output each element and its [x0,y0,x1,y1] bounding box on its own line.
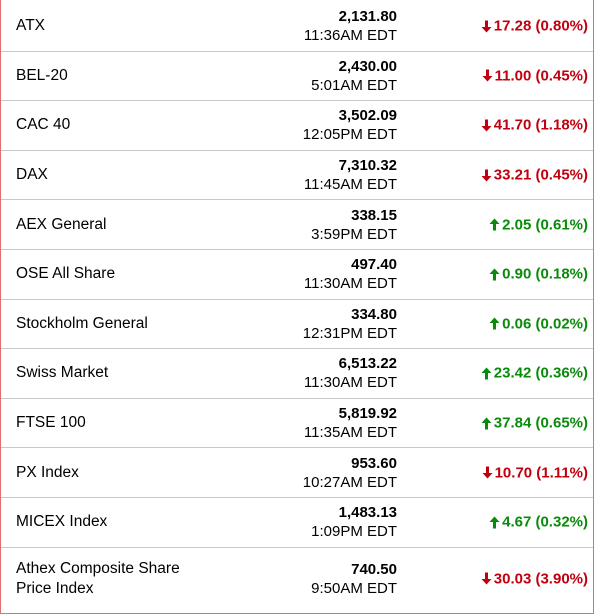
price-block: 497.40 11:30AM EDT [304,255,397,293]
index-name[interactable]: CAC 40 [16,116,71,134]
index-change: 33.21 (0.45%) [481,167,588,184]
index-price: 2,430.00 [338,57,397,75]
index-time: 5:01AM EDT [311,76,397,94]
price-block: 2,131.80 11:36AM EDT [304,7,397,45]
index-change: 11.00 (0.45%) [482,67,588,84]
arrow-up-icon [481,366,492,380]
index-row-stockholm-general[interactable]: Stockholm General 334.80 12:31PM EDT 0.0… [1,300,593,350]
index-change-value: 4.67 (0.32%) [502,513,588,531]
index-price: 6,513.22 [338,355,397,373]
index-time: 10:27AM EDT [302,473,397,491]
index-change: 37.84 (0.65%) [481,415,588,432]
index-change: 0.06 (0.02%) [489,315,588,332]
index-name[interactable]: OSE All Share [16,265,116,283]
index-change-value: 2.05 (0.61%) [502,216,588,234]
index-name[interactable]: DAX [16,166,48,184]
index-row-ose-all-share[interactable]: OSE All Share 497.40 11:30AM EDT 0.90 (0… [1,250,593,300]
index-row-ftse-100[interactable]: FTSE 100 5,819.92 11:35AM EDT 37.84 (0.6… [1,399,593,449]
index-price: 2,131.80 [338,8,397,26]
index-price: 953.60 [351,454,397,472]
index-time: 11:30AM EDT [303,275,397,293]
index-price: 1,483.13 [338,504,397,522]
index-row-px-index[interactable]: PX Index 953.60 10:27AM EDT 10.70 (1.11%… [1,448,593,498]
index-change-value: 0.90 (0.18%) [502,265,588,283]
index-row-bel-20[interactable]: BEL-20 2,430.00 5:01AM EDT 11.00 (0.45%) [1,52,593,102]
index-time: 9:50AM EDT [311,579,397,597]
index-name[interactable]: BEL-20 [16,66,68,84]
arrow-down-icon [481,572,492,586]
index-time: 1:09PM EDT [311,523,397,541]
arrow-up-icon [489,317,500,331]
price-block: 338.15 3:59PM EDT [311,206,397,244]
index-change: 30.03 (3.90%) [481,570,588,587]
index-change: 41.70 (1.18%) [481,117,588,134]
index-row-athex-composite[interactable]: Athex Composite Share Price Index 740.50… [1,548,593,610]
arrow-up-icon [489,515,500,529]
index-change-value: 10.70 (1.11%) [494,464,588,482]
index-change-value: 41.70 (1.18%) [493,116,588,134]
price-block: 740.50 9:50AM EDT [311,560,397,598]
index-change-value: 37.84 (0.65%) [493,414,588,432]
index-change-value: 0.06 (0.02%) [502,315,588,333]
price-block: 6,513.22 11:30AM EDT [304,354,397,392]
index-time: 11:45AM EDT [303,176,397,194]
index-time: 11:30AM EDT [303,374,397,392]
price-block: 3,502.09 12:05PM EDT [303,106,397,144]
index-name[interactable]: Athex Composite Share Price Index [16,559,180,597]
index-change: 23.42 (0.36%) [481,365,588,382]
index-change: 0.90 (0.18%) [489,266,588,283]
index-change: 17.28 (0.80%) [481,18,588,35]
index-change: 4.67 (0.32%) [489,514,588,531]
arrow-up-icon [489,218,500,232]
index-price: 740.50 [351,560,397,578]
index-row-cac-40[interactable]: CAC 40 3,502.09 12:05PM EDT 41.70 (1.18%… [1,101,593,151]
index-name[interactable]: AEX General [16,215,107,233]
index-change: 2.05 (0.61%) [489,216,588,233]
arrow-up-icon [481,416,492,430]
arrow-down-icon [482,69,493,83]
arrow-down-icon [482,466,493,480]
index-price: 497.40 [351,256,397,274]
index-change: 10.70 (1.11%) [482,464,588,481]
price-block: 2,430.00 5:01AM EDT [311,57,397,95]
arrow-down-icon [481,19,492,33]
index-name[interactable]: PX Index [16,463,79,481]
index-name[interactable]: Swiss Market [16,364,109,382]
index-row-swiss-market[interactable]: Swiss Market 6,513.22 11:30AM EDT 23.42 … [1,349,593,399]
index-name[interactable]: MICEX Index [16,513,108,531]
index-time: 12:05PM EDT [302,126,397,144]
index-price: 3,502.09 [338,107,397,125]
arrow-down-icon [481,168,492,182]
price-block: 1,483.13 1:09PM EDT [311,503,397,541]
price-block: 7,310.32 11:45AM EDT [304,156,397,194]
arrow-up-icon [489,267,500,281]
index-name[interactable]: FTSE 100 [16,414,86,432]
index-price: 7,310.32 [338,157,397,175]
index-time: 3:59PM EDT [311,225,397,243]
index-row-dax[interactable]: DAX 7,310.32 11:45AM EDT 33.21 (0.45%) [1,151,593,201]
index-price: 338.15 [351,206,397,224]
index-price: 5,819.92 [338,405,397,423]
index-change-value: 17.28 (0.80%) [493,17,588,35]
price-block: 5,819.92 11:35AM EDT [304,404,397,442]
index-time: 12:31PM EDT [302,324,397,342]
index-change-value: 23.42 (0.36%) [493,364,588,382]
index-time: 11:35AM EDT [303,424,397,442]
index-name[interactable]: ATX [16,17,45,35]
index-change-value: 33.21 (0.45%) [493,166,588,184]
index-row-aex-general[interactable]: AEX General 338.15 3:59PM EDT 2.05 (0.61… [1,200,593,250]
arrow-down-icon [481,118,492,132]
index-name[interactable]: Stockholm General [16,314,148,332]
index-change-value: 30.03 (3.90%) [493,570,588,588]
index-row-atx[interactable]: ATX 2,131.80 11:36AM EDT 17.28 (0.80%) [1,2,593,52]
index-time: 11:36AM EDT [303,27,397,45]
index-row-micex-index[interactable]: MICEX Index 1,483.13 1:09PM EDT 4.67 (0.… [1,498,593,548]
index-price: 334.80 [351,305,397,323]
index-change-value: 11.00 (0.45%) [494,67,588,85]
price-block: 334.80 12:31PM EDT [303,305,397,343]
price-block: 953.60 10:27AM EDT [303,454,397,492]
